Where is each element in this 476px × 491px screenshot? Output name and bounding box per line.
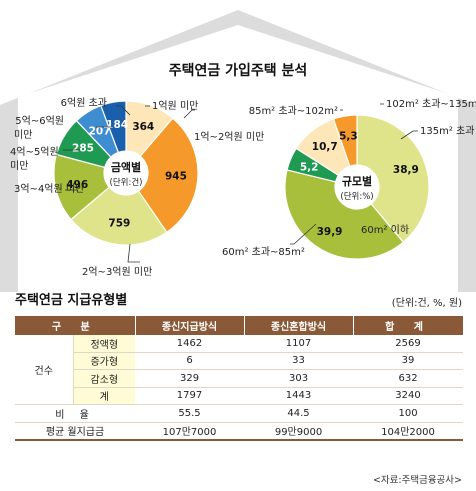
label-4-5eok-2: 미만 — [10, 160, 28, 172]
pie-size-value-label-0: 38,9 — [393, 164, 419, 176]
cell: 303 — [244, 369, 354, 388]
pie-size-value-label-2: 5,2 — [300, 162, 319, 174]
cell: 2569 — [353, 335, 464, 353]
table-title: 주택연금 지급유형별 — [15, 292, 127, 308]
table-unit: (단위:건, %, 원) — [392, 296, 462, 309]
cell: 632 — [353, 369, 464, 388]
header-mixed: 종신혼합방식 — [244, 316, 354, 335]
label-60-85: 60m² 초과~85m² — [222, 246, 305, 258]
pie-size-center-title: 규모별 — [342, 175, 372, 188]
label-135-over: 135m² 초과 — [420, 125, 474, 137]
row-label-average: 평균 월지급금 — [15, 422, 136, 441]
cell: 107만7000 — [135, 422, 245, 441]
pie-amount-slice-1 — [137, 117, 199, 234]
row-group-count: 건수 — [15, 335, 73, 405]
pie-size: 38,9 39,9 5,2 10,75,3 규모별 (단위:%) 60m² 이하 — [284, 114, 430, 260]
label-6eok-over: 6억원 초과 — [61, 97, 107, 109]
pie-amount-center-unit: (단위:건) — [110, 177, 143, 188]
label-60-under: 60m² 이하 — [361, 223, 409, 236]
table-header-row: 구 분 종신지급방식 종신혼합방식 합 계 — [15, 316, 464, 335]
source-note: <자료:주택금융공사> — [372, 475, 462, 486]
table-wrapper: 구 분 종신지급방식 종신혼합방식 합 계 건수 정액형 1462 1107 2… — [15, 316, 464, 466]
pie-amount-value-label-0: 364 — [132, 121, 154, 133]
pie-size-leaders — [290, 103, 418, 245]
table-row: 증가형 6 33 39 — [15, 352, 464, 370]
pie-size-center-unit: (단위:%) — [340, 191, 373, 202]
pie-size-center — [335, 165, 379, 209]
pie-amount-value-label-1: 945 — [165, 171, 187, 183]
cell: 55.5 — [135, 404, 245, 423]
cell: 329 — [135, 369, 245, 388]
cell: 100 — [353, 404, 464, 423]
cell: 1797 — [135, 387, 245, 405]
pie-amount-value-label-6: 184 — [106, 119, 128, 131]
label-2-3eok: 2억~3억원 미만 — [82, 266, 152, 278]
row-label: 증가형 — [72, 352, 136, 370]
pie-size-value-label-4: 5,3 — [339, 131, 358, 143]
table-row-ratio: 비 율 55.5 44.5 100 — [15, 404, 464, 423]
cell: 3240 — [353, 387, 464, 405]
row-label: 감소형 — [72, 369, 136, 388]
pie-amount-leaders — [63, 105, 195, 263]
label-1-2eok: 1억~2억원 미만 — [194, 131, 264, 143]
pie-amount-value-label-2: 759 — [108, 218, 130, 230]
row-label: 계 — [72, 387, 136, 405]
row-label: 정액형 — [72, 335, 136, 353]
table-row: 건수 정액형 1462 1107 2569 — [15, 335, 464, 405]
label-5-6eok: 5억~6억원 — [15, 115, 64, 127]
figure-title: 주택연금 가입주택 분석 — [169, 62, 308, 79]
pie-amount-value-label-5: 207 — [89, 126, 111, 138]
pie-amount-value-label-3: 496 — [66, 179, 88, 191]
pie-size-value-label-3: 10,7 — [312, 141, 338, 153]
table-row-average: 평균 월지급금 107만7000 99만9000 104만2000 — [15, 422, 464, 441]
cell: 44.5 — [244, 404, 354, 423]
pie-size-value-label-1: 39,9 — [317, 226, 343, 238]
cell: 104만2000 — [353, 422, 464, 441]
pie-amount-center-title: 금액별 — [111, 161, 141, 174]
label-4-5eok: 4억~5억원 — [10, 146, 59, 158]
header-lifetime: 종신지급방식 — [135, 316, 245, 335]
label-3-4eok: 3억~4억원 미만 — [14, 183, 84, 195]
cell: 39 — [353, 352, 464, 370]
label-5-6eok-2: 미만 — [14, 129, 32, 141]
label-102-135: 102m² 초과~135m² — [386, 98, 476, 110]
pie-amount-center — [104, 151, 148, 195]
cell: 1107 — [244, 335, 354, 353]
pie-amount-slice-2 — [70, 186, 168, 246]
header-total: 합 계 — [353, 316, 464, 335]
pie-amount-value-label-4: 285 — [72, 142, 94, 154]
pension-table: 구 분 종신지급방식 종신혼합방식 합 계 건수 정액형 1462 1107 2… — [15, 316, 464, 441]
cell: 1443 — [244, 387, 354, 405]
row-label-ratio: 비 율 — [15, 404, 136, 423]
label-85-102: 85m² 초과~102m² — [249, 105, 338, 117]
table-row: 감소형 329 303 632 — [15, 369, 464, 388]
header-category: 구 분 — [15, 316, 136, 335]
cell: 99만9000 — [244, 422, 354, 441]
label-under1eok: 1억원 미만 — [152, 100, 198, 112]
cell: 6 — [135, 352, 245, 370]
table-row: 계 1797 1443 3240 — [15, 387, 464, 405]
cell: 1462 — [135, 335, 245, 353]
cell: 33 — [244, 352, 354, 370]
